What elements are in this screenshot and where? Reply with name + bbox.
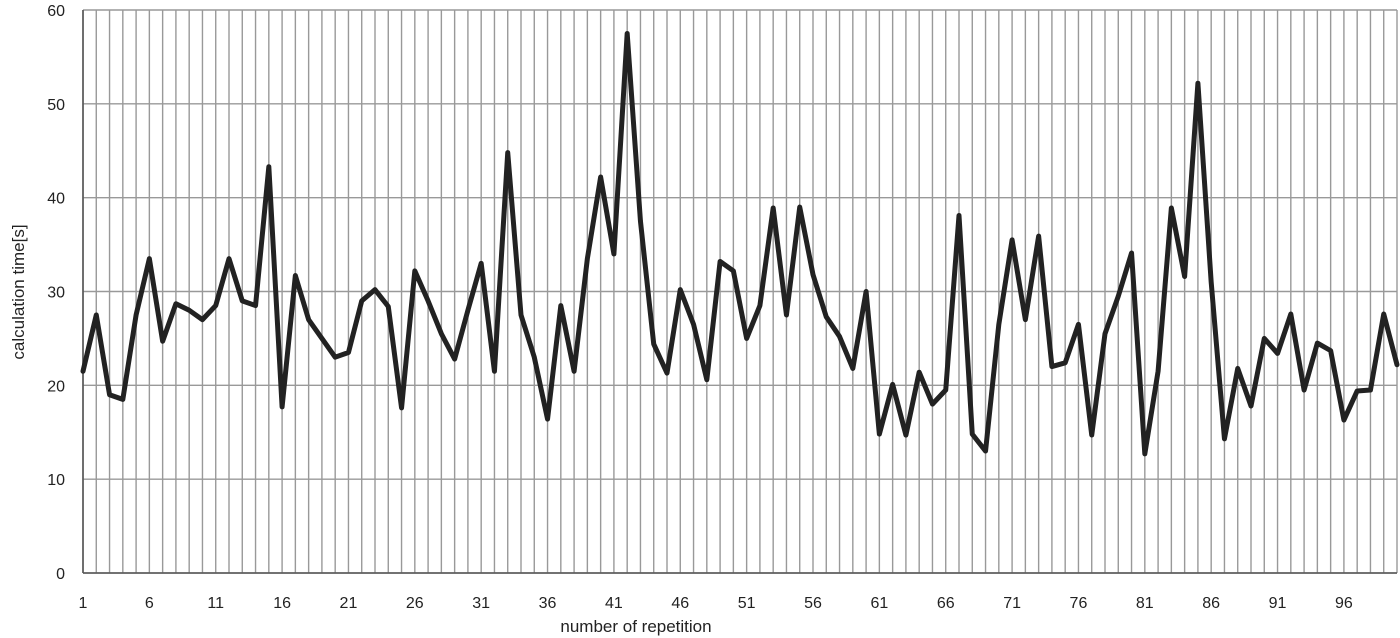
- x-tick-label: 76: [1070, 595, 1088, 612]
- x-tick-label: 26: [406, 595, 424, 612]
- y-tick-label: 30: [47, 285, 65, 302]
- x-tick-label: 16: [273, 595, 291, 612]
- x-tick-label: 51: [738, 595, 756, 612]
- x-tick-label: 11: [207, 595, 224, 612]
- x-tick-label: 1: [79, 595, 88, 612]
- x-tick-label: 66: [937, 595, 955, 612]
- x-axis-title: number of repetition: [560, 617, 711, 636]
- x-tick-label: 56: [804, 595, 822, 612]
- x-tick-labels: 1 6 11 16 21 26 31 36 41 46 51 56 61 66 71 76 81 86 91 96: [79, 595, 1353, 612]
- series-line: [80, 30, 1400, 457]
- x-tick-label: 6: [145, 595, 154, 612]
- x-tick-label: 21: [340, 595, 358, 612]
- x-tick-label: 36: [539, 595, 557, 612]
- x-tick-label: 81: [1136, 595, 1154, 612]
- y-tick-label: 10: [47, 472, 65, 489]
- y-tick-label: 50: [47, 97, 65, 114]
- x-tick-label: 46: [671, 595, 689, 612]
- x-tick-label: 61: [870, 595, 888, 612]
- x-tick-label: 96: [1335, 595, 1353, 612]
- y-tick-label: 60: [47, 3, 65, 20]
- x-tick-label: 86: [1202, 595, 1220, 612]
- y-tick-label: 40: [47, 191, 65, 208]
- x-tick-label: 41: [605, 595, 623, 612]
- x-tick-label: 71: [1003, 595, 1021, 612]
- y-axis-title: calculation time[s]: [9, 224, 28, 359]
- x-tick-label: 91: [1269, 595, 1287, 612]
- y-tick-labels: 0 10 20 30 40 50 60: [47, 3, 65, 583]
- y-tick-label: 0: [56, 566, 65, 583]
- x-tick-label: 31: [472, 595, 490, 612]
- series-layer: [80, 30, 1400, 457]
- chart-axes: [82, 10, 1397, 574]
- y-tick-label: 20: [47, 378, 65, 395]
